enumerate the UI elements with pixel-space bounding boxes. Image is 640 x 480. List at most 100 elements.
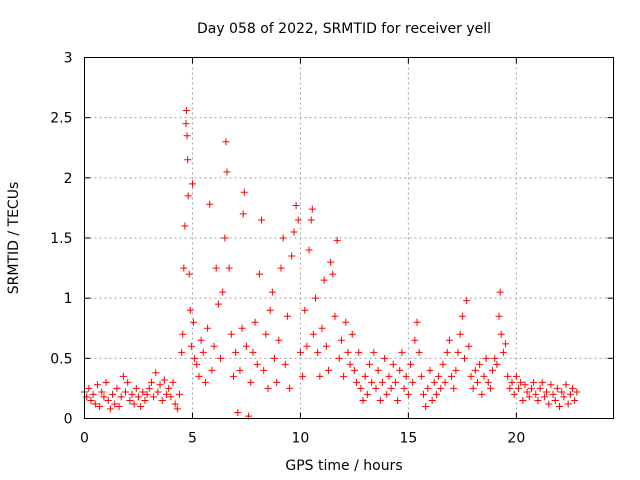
data-point (413, 318, 421, 326)
data-point (305, 246, 313, 254)
data-point (273, 378, 281, 386)
data-point (519, 396, 527, 404)
data-point (324, 366, 332, 374)
data-point (551, 396, 559, 404)
data-point (184, 156, 192, 164)
data-point (398, 348, 406, 356)
data-point (471, 366, 479, 374)
data-point (152, 369, 160, 377)
data-point (134, 393, 142, 401)
axis-ticks (84, 57, 614, 419)
data-point (534, 396, 542, 404)
data-point (137, 402, 145, 410)
data-point (484, 378, 492, 386)
data-point (560, 393, 568, 401)
data-point (422, 402, 430, 410)
data-point (85, 384, 93, 392)
data-point (275, 336, 283, 344)
data-point (562, 381, 570, 389)
data-point (558, 388, 566, 396)
data-point (486, 384, 494, 392)
data-point (478, 390, 486, 398)
x-tick-labels: 0 5 10 15 20 (80, 431, 525, 447)
x-tick-label: 0 (80, 431, 89, 447)
data-point (549, 390, 557, 398)
data-point (411, 336, 419, 344)
data-point (100, 393, 108, 401)
data-point (150, 393, 158, 401)
data-point (167, 393, 175, 401)
data-point (521, 381, 529, 389)
data-point (355, 348, 363, 356)
data-point (491, 354, 499, 362)
data-point (566, 390, 574, 398)
data-point (290, 228, 298, 236)
data-point (184, 192, 192, 200)
data-point (473, 378, 481, 386)
data-point (335, 354, 343, 362)
data-point (232, 348, 240, 356)
data-point (111, 400, 119, 408)
data-point (556, 402, 564, 410)
data-point (286, 384, 294, 392)
data-point (119, 372, 127, 380)
data-point (482, 354, 490, 362)
data-point (173, 405, 181, 413)
data-point (495, 312, 503, 320)
data-point (394, 396, 402, 404)
data-point (199, 348, 207, 356)
data-point (381, 354, 389, 362)
data-point (568, 384, 576, 392)
data-point (450, 384, 458, 392)
data-point (242, 342, 250, 350)
x-tick-label: 20 (507, 431, 525, 447)
data-point (357, 384, 365, 392)
data-point (229, 372, 237, 380)
data-point (333, 236, 341, 244)
y-tick-label: 1 (64, 291, 73, 307)
data-point (376, 396, 384, 404)
data-point (234, 408, 242, 416)
data-point (366, 360, 374, 368)
data-point (238, 324, 246, 332)
data-point (497, 330, 505, 338)
data-point (251, 318, 259, 326)
data-point (104, 396, 112, 404)
data-point (109, 390, 117, 398)
data-point (402, 372, 410, 380)
data-point (181, 222, 189, 230)
data-point (141, 396, 149, 404)
data-point (383, 390, 391, 398)
data-point (169, 378, 177, 386)
data-point (372, 384, 380, 392)
chart-title: Day 058 of 2022, SRMTID for receiver yel… (197, 21, 491, 37)
data-point (156, 381, 164, 389)
data-point (253, 360, 261, 368)
data-points (81, 106, 581, 420)
data-point (204, 324, 212, 332)
data-point (327, 258, 335, 266)
data-point (370, 348, 378, 356)
data-point (467, 372, 475, 380)
data-point (510, 390, 518, 398)
data-point (322, 342, 330, 350)
data-point (102, 378, 110, 386)
data-point (266, 306, 274, 314)
x-tick-label: 5 (188, 431, 197, 447)
data-point (240, 188, 248, 196)
data-point (217, 354, 225, 362)
data-point (361, 372, 369, 380)
data-point (179, 330, 187, 338)
data-point (214, 300, 222, 308)
data-point (424, 384, 432, 392)
data-point (359, 396, 367, 404)
data-point (502, 340, 510, 348)
data-point (301, 306, 309, 314)
data-point (404, 390, 412, 398)
data-point (303, 342, 311, 350)
data-point (212, 264, 220, 272)
data-point (463, 297, 471, 305)
data-point (517, 378, 525, 386)
y-tick-label: 0 (64, 412, 73, 428)
data-point (318, 324, 326, 332)
